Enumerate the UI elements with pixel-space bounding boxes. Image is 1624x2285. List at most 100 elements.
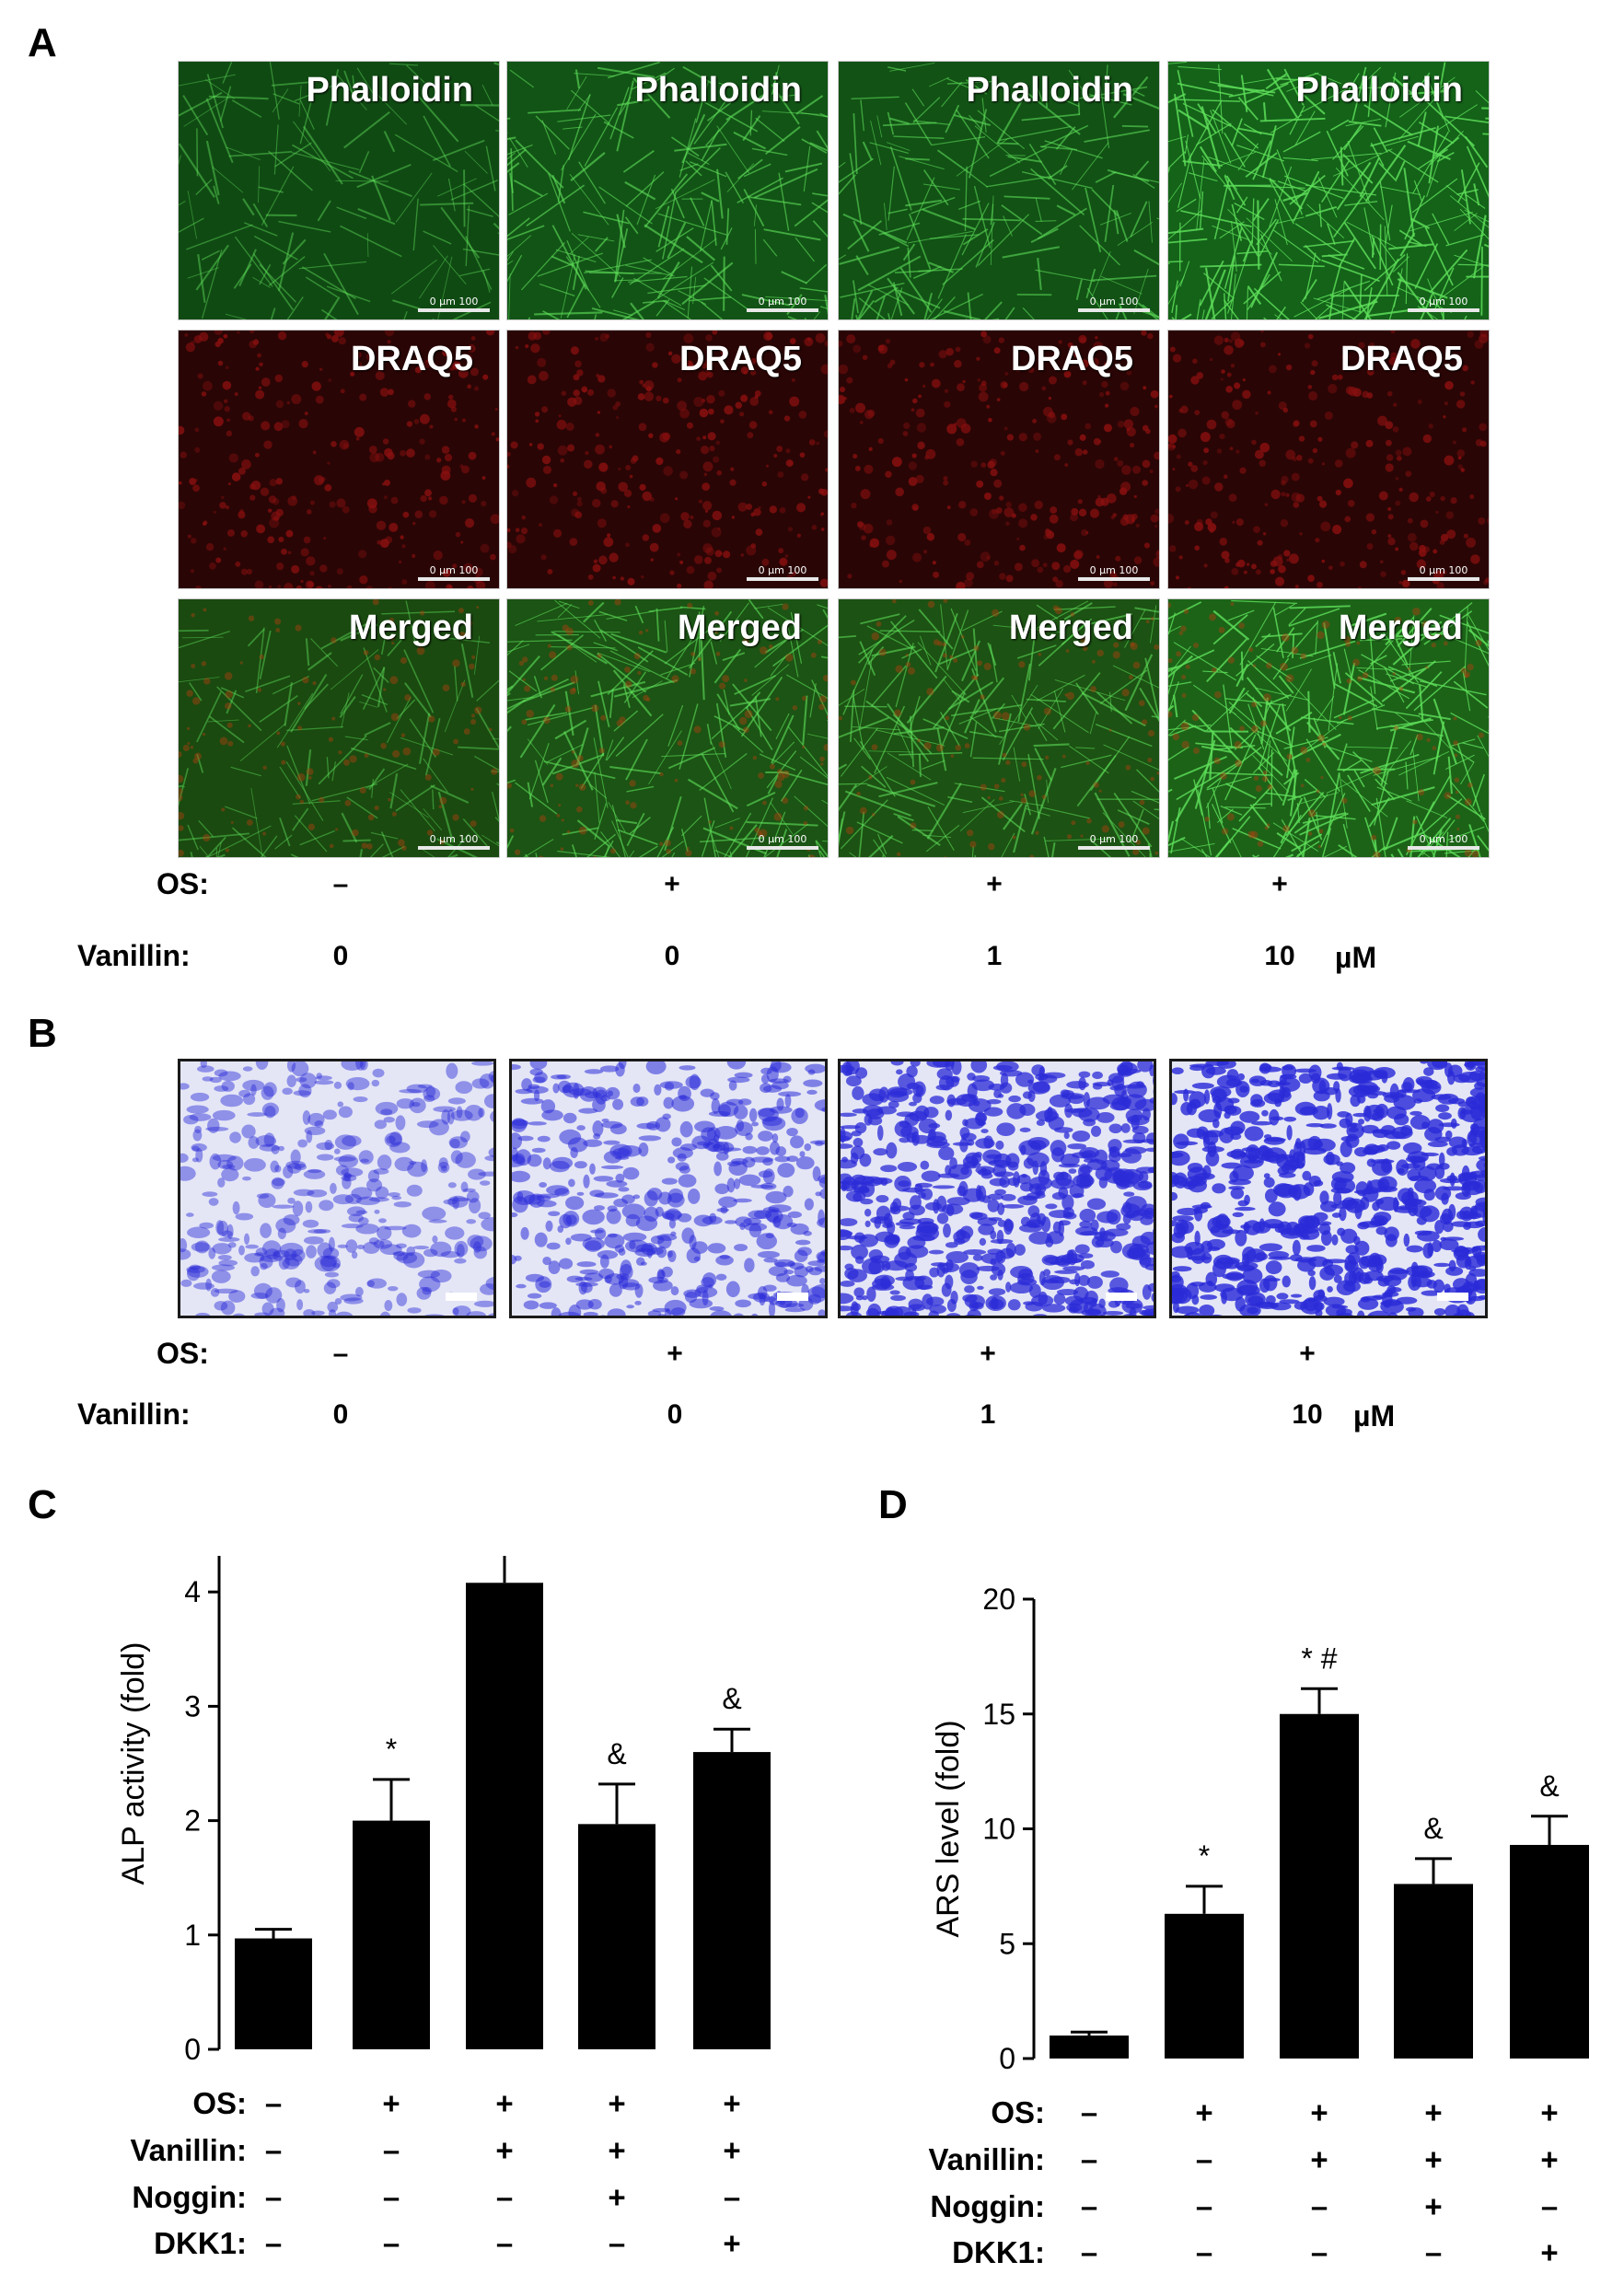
condition-value: – (1081, 2235, 1097, 2269)
scale-bar (1437, 1293, 1468, 1301)
condition-label: Noggin: (132, 2180, 247, 2214)
significance-marker: * (1199, 1839, 1210, 1873)
scale-bar (1106, 1293, 1137, 1301)
bar (1510, 1844, 1589, 2059)
scale-bar-text: 0 µm 100 (1419, 564, 1468, 576)
panel-a-vanillin-value: 10 (1264, 941, 1295, 971)
panel-a-letter: A (28, 20, 57, 65)
y-tick-label: 4 (184, 1575, 201, 1608)
panel-a-vanillin-value: 0 (664, 941, 680, 971)
condition-value: – (265, 2086, 282, 2120)
scale-bar: 0 µm 100 (1408, 296, 1479, 312)
micrograph-label: Merged (1338, 609, 1463, 647)
condition-value: – (724, 2180, 740, 2214)
scale-bar-text: 0 µm 100 (758, 296, 807, 307)
scale-bar: 0 µm 100 (418, 564, 490, 581)
panel-b-os-value: + (667, 1339, 683, 1369)
scale-bar (777, 1293, 808, 1301)
condition-value: – (496, 2180, 513, 2214)
condition-label: Vanillin: (928, 2142, 1045, 2176)
condition-value: – (1196, 2235, 1212, 2269)
bar (1394, 1884, 1473, 2059)
bar (353, 1820, 430, 2049)
micrograph-label: Merged (677, 609, 802, 647)
condition-value: – (1196, 2142, 1212, 2176)
bar (578, 1824, 655, 2049)
panel-a-os-value: + (986, 869, 1003, 899)
scale-bar: 0 µm 100 (1078, 564, 1150, 581)
condition-value: – (383, 2133, 400, 2167)
panel-c-bar-chart: 012345ALP activity (fold)** #&&OS:–++++V… (116, 1556, 771, 2260)
y-tick-label: 3 (184, 1689, 201, 1722)
panel-b-unit: µM (1353, 1399, 1396, 1432)
panel-b-vanillin-value: 0 (332, 1399, 349, 1430)
bar (1165, 1913, 1244, 2059)
micrograph-label: DRAQ5 (350, 340, 473, 378)
panel-a-vanillin-label: Vanillin: (77, 939, 191, 972)
significance-marker: * # (1301, 1641, 1337, 1675)
condition-value: + (723, 2086, 740, 2120)
condition-value: – (1081, 2142, 1097, 2176)
panel-b-letter: B (28, 1011, 57, 1056)
condition-value: – (496, 2226, 513, 2260)
condition-value: + (1540, 2095, 1558, 2129)
scale-bar: 0 µm 100 (1078, 833, 1150, 850)
scale-bar-text: 0 µm 100 (758, 564, 807, 576)
panel-b-os-label: OS: (157, 1337, 209, 1370)
scale-bar-text: 0 µm 100 (1419, 296, 1468, 307)
micrograph-green: Phalloidin 0 µm 100 (506, 61, 829, 320)
scale-bar-text: 0 µm 100 (758, 833, 807, 845)
condition-value: + (1195, 2095, 1212, 2129)
micrograph-green: Phalloidin 0 µm 100 (838, 61, 1160, 320)
y-axis-label: ARS level (fold) (931, 1720, 966, 1937)
significance-marker: & (1423, 1812, 1443, 1845)
scale-bar-text: 0 µm 100 (1419, 833, 1468, 845)
y-tick-label: 5 (999, 1927, 1015, 1960)
condition-value: – (383, 2226, 400, 2260)
micrograph-red: DRAQ5 0 µm 100 (506, 330, 829, 589)
condition-value: + (1310, 2095, 1328, 2129)
scale-bar-text: 0 µm 100 (429, 296, 479, 307)
micrograph-red: DRAQ5 0 µm 100 (1167, 330, 1490, 589)
micrograph-label: Phalloidin (1295, 71, 1463, 110)
alp-stain-image (178, 1059, 496, 1318)
scale-bar-text: 0 µm 100 (429, 833, 479, 845)
y-tick-label: 0 (999, 2042, 1015, 2075)
condition-label: OS: (991, 2095, 1045, 2129)
panel-a-vanillin-value: 0 (332, 941, 349, 971)
y-axis-label: ALP activity (fold) (116, 1642, 151, 1885)
scale-bar: 0 µm 100 (747, 564, 818, 581)
condition-value: – (1425, 2235, 1442, 2269)
micrograph-red: DRAQ5 0 µm 100 (838, 330, 1160, 589)
significance-marker: & (607, 1737, 626, 1770)
condition-value: + (1424, 2142, 1442, 2176)
y-tick-label: 0 (184, 2033, 201, 2066)
scale-bar: 0 µm 100 (747, 833, 818, 850)
condition-value: – (265, 2226, 282, 2260)
panel-b-vanillin-value: 10 (1292, 1399, 1323, 1430)
scale-bar: 0 µm 100 (418, 833, 490, 850)
micrograph-merged: Merged 0 µm 100 (506, 598, 829, 858)
significance-marker: & (1539, 1769, 1559, 1803)
micrograph-label: Phalloidin (966, 71, 1133, 110)
micrograph-merged: Merged 0 µm 100 (838, 598, 1160, 858)
condition-value: – (1081, 2095, 1097, 2129)
y-tick-label: 15 (982, 1698, 1015, 1731)
micrograph-label: Phalloidin (634, 71, 802, 110)
bar (693, 1752, 771, 2049)
panel-c-letter: C (28, 1482, 57, 1527)
condition-label: DKK1: (154, 2226, 247, 2260)
panel-b-os-value: – (332, 1339, 349, 1369)
condition-label: DKK1: (952, 2235, 1045, 2269)
panel-a-os-value: + (1271, 869, 1288, 899)
micrograph-red: DRAQ5 0 µm 100 (178, 330, 500, 589)
micrograph-label: DRAQ5 (1340, 340, 1463, 378)
panel-b-vanillin-label: Vanillin: (77, 1398, 191, 1431)
scale-bar: 0 µm 100 (418, 296, 490, 312)
condition-label: Vanillin: (130, 2133, 247, 2167)
scale-bar-text: 0 µm 100 (1089, 564, 1139, 576)
condition-value: – (1196, 2189, 1212, 2223)
micrograph-green: Phalloidin 0 µm 100 (1167, 61, 1490, 320)
micrograph-label: Merged (1008, 609, 1133, 647)
panel-a-vanillin-value: 1 (986, 941, 1003, 971)
